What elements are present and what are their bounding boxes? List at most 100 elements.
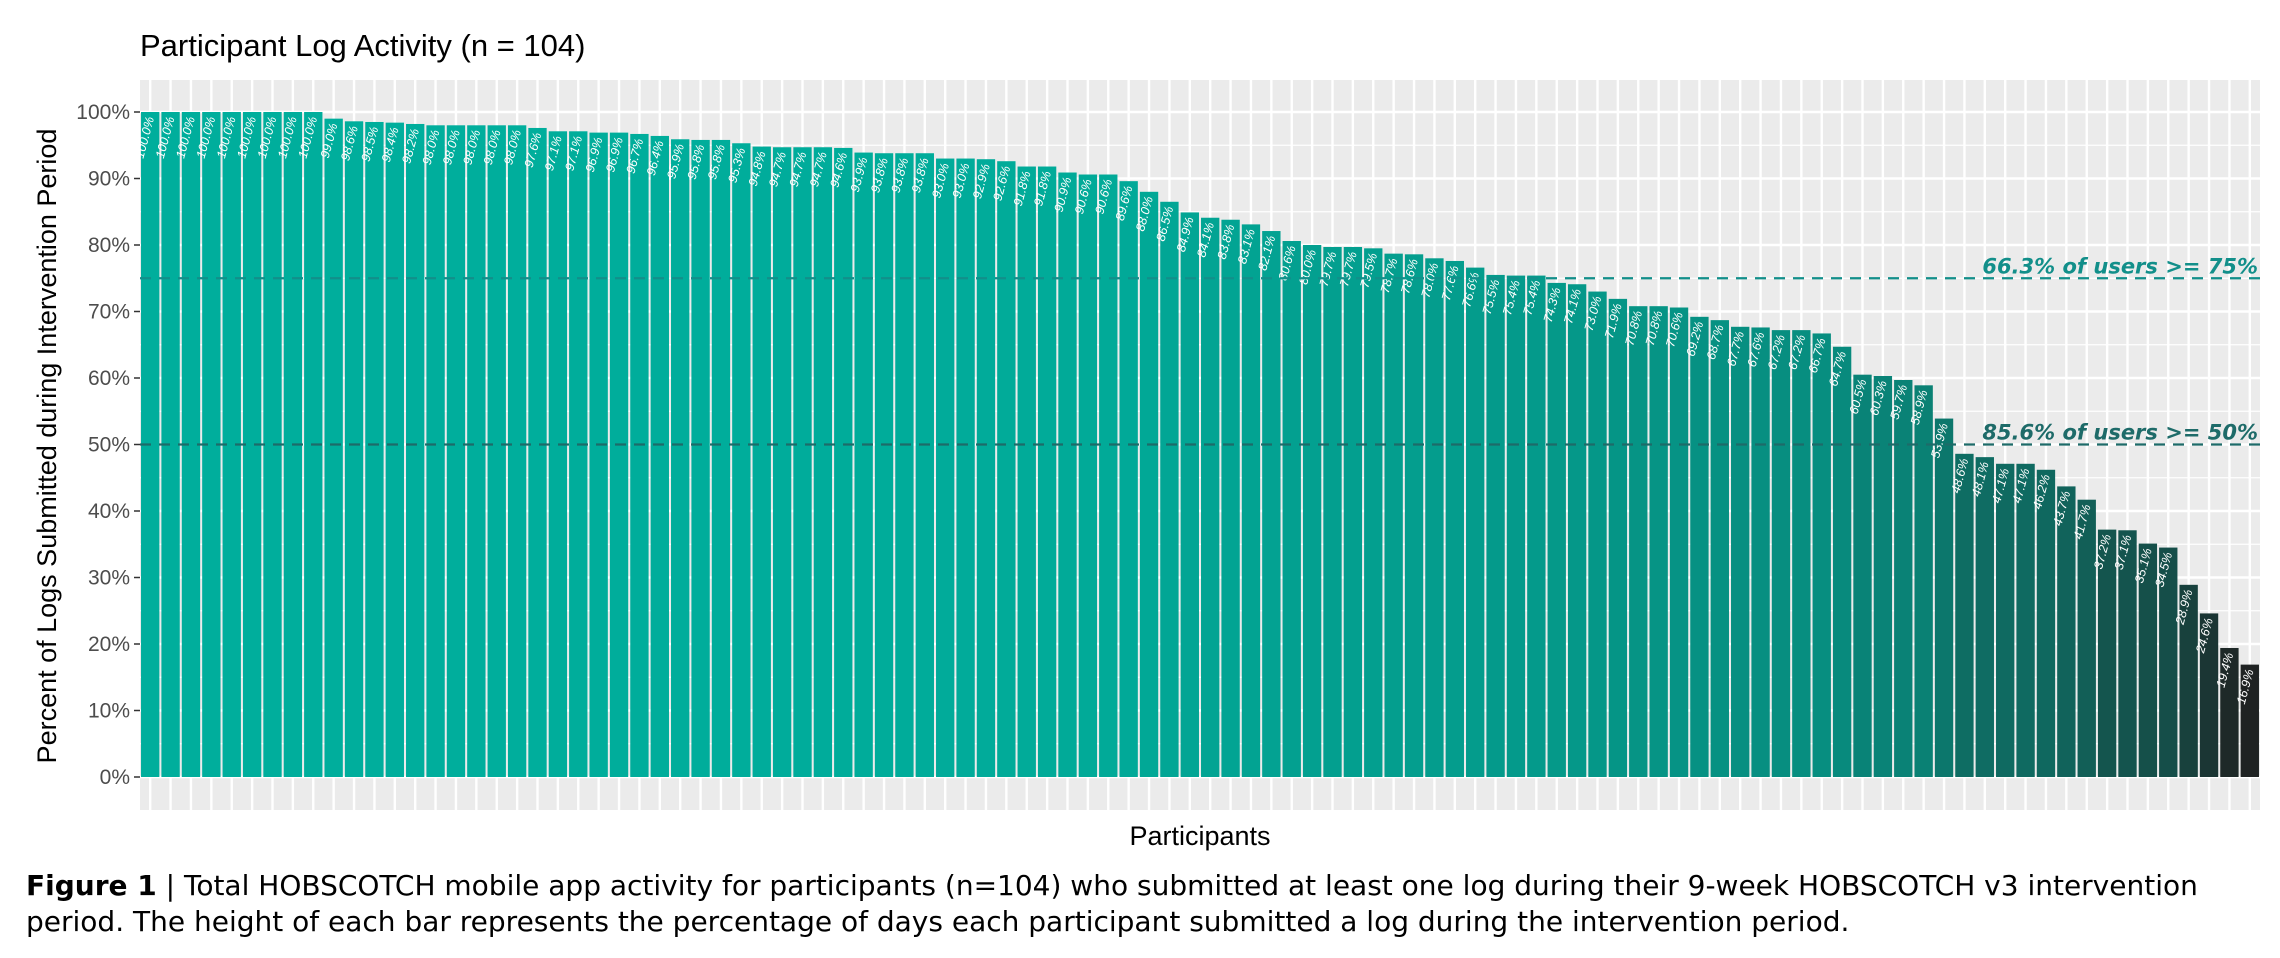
- bar: [2159, 547, 2178, 777]
- bar: [365, 121, 384, 778]
- bar: [834, 147, 853, 777]
- bar: [1792, 330, 1811, 777]
- y-tick-label: 70%: [88, 301, 130, 324]
- bar: [1343, 246, 1363, 777]
- y-tick-label: 90%: [88, 168, 130, 191]
- bar: [997, 161, 1016, 777]
- bar: [1832, 346, 1852, 777]
- y-tick-label: 60%: [88, 367, 130, 390]
- bar: [1058, 172, 1077, 777]
- bars: [141, 112, 2259, 778]
- reference-line-label: 85.6% of users >= 50%: [1982, 421, 2258, 445]
- bar: [1404, 254, 1424, 777]
- bar: [548, 131, 568, 777]
- bar: [1608, 298, 1628, 777]
- bar: [2138, 543, 2158, 777]
- bar: [752, 146, 771, 777]
- bar: [1221, 219, 1240, 778]
- bar: [385, 122, 404, 777]
- bar: [956, 158, 975, 778]
- bar: [1282, 241, 1301, 777]
- y-tick-label: 0%: [100, 766, 130, 789]
- bar: [1629, 306, 1648, 777]
- bar: [936, 158, 955, 778]
- bar: [711, 139, 731, 777]
- y-tick-label: 10%: [88, 700, 130, 723]
- bar: [1649, 306, 1668, 777]
- bar: [1547, 282, 1566, 777]
- bar: [1099, 174, 1118, 777]
- bar: [2097, 529, 2117, 777]
- bar: [487, 125, 506, 778]
- bar: [671, 139, 690, 777]
- bar: [1853, 374, 1872, 777]
- bar-chart: Participant Log Activity (n = 104) 100.0…: [32, 28, 2260, 851]
- bar: [976, 159, 996, 778]
- bar: [2199, 613, 2219, 777]
- bar: [1934, 418, 1954, 777]
- bar: [915, 153, 934, 778]
- bar: [1201, 217, 1220, 778]
- y-tick-label: 100%: [76, 101, 130, 124]
- bar: [1975, 457, 1994, 777]
- bar: [2220, 647, 2239, 777]
- bar: [1486, 274, 1505, 777]
- y-tick-label: 30%: [88, 567, 130, 590]
- bar: [446, 125, 466, 778]
- bar: [1710, 320, 1729, 777]
- bar: [1996, 463, 2015, 777]
- bar: [691, 139, 710, 777]
- y-axis: 0% 10% 20% 30% 40% 50% 60% 70% 80% 90% 100%: [76, 101, 140, 789]
- figure-caption: Figure 1 | Total HOBSCOTCH mobile app ac…: [26, 868, 2256, 940]
- bar: [1037, 166, 1057, 777]
- bar: [1160, 201, 1179, 777]
- bar: [1302, 245, 1322, 777]
- bar: [2016, 463, 2035, 777]
- bar: [528, 127, 547, 777]
- bar: [1364, 248, 1383, 777]
- y-tick-label: 20%: [88, 633, 130, 656]
- bar: [589, 132, 608, 778]
- y-axis-label: Percent of Logs Submitted during Interve…: [32, 129, 62, 764]
- bar: [2179, 584, 2198, 777]
- bar: [772, 147, 792, 777]
- bar: [854, 152, 873, 777]
- bar: [406, 123, 425, 778]
- bar: [2240, 664, 2259, 777]
- bar: [344, 121, 364, 777]
- bar: [874, 153, 894, 778]
- bar: [1812, 333, 1831, 777]
- bar: [1241, 224, 1261, 777]
- bar: [1751, 327, 1770, 777]
- bar: [650, 135, 669, 777]
- bar: [1567, 284, 1587, 777]
- bar: [1017, 166, 1036, 777]
- bar: [1914, 385, 1933, 777]
- y-tick-label: 40%: [88, 500, 130, 523]
- bar: [609, 132, 629, 778]
- bar: [2118, 530, 2137, 777]
- bar: [1690, 316, 1709, 777]
- bar: [1731, 326, 1750, 777]
- bar: [1262, 231, 1281, 777]
- bar: [1425, 258, 1444, 777]
- bar: [1180, 212, 1199, 778]
- bar: [426, 125, 445, 778]
- bar: [1466, 267, 1485, 777]
- bar: [1669, 307, 1689, 777]
- bar: [1955, 453, 1974, 777]
- y-tick-label: 80%: [88, 234, 130, 257]
- y-tick-label: 50%: [88, 434, 130, 457]
- bar: [1873, 376, 1893, 777]
- bar: [1384, 253, 1403, 777]
- bar: [1527, 275, 1546, 777]
- bar: [793, 147, 812, 777]
- bar: [2036, 469, 2056, 777]
- bar: [1078, 174, 1098, 777]
- bar: [1588, 291, 1607, 777]
- bar: [2057, 486, 2076, 777]
- bar: [1506, 275, 1526, 777]
- bar: [324, 118, 343, 777]
- bar: [467, 125, 486, 778]
- caption-text: | Total HOBSCOTCH mobile app activity fo…: [26, 869, 2198, 938]
